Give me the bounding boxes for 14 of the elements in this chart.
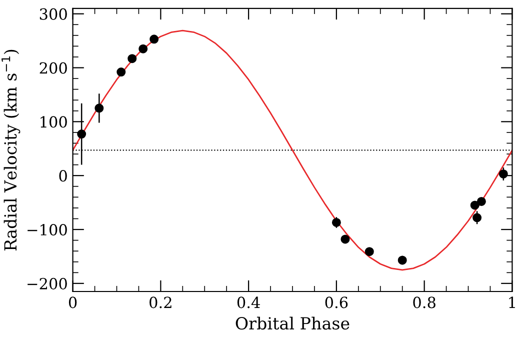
y-tick-label: 300 <box>40 8 67 20</box>
y-tick-label: −100 <box>28 224 67 236</box>
x-tick-label: 0.4 <box>237 296 260 308</box>
y-tick-label: 200 <box>40 62 67 74</box>
x-tick-label: 0.2 <box>150 296 172 308</box>
x-tick-label: 0.6 <box>325 296 348 308</box>
x-tick-label: 0.8 <box>413 296 436 308</box>
y-tick-label: −200 <box>28 278 67 290</box>
x-tick-label: 1 <box>509 296 515 308</box>
x-tick-label: 0 <box>68 296 77 308</box>
y-tick-label: 0 <box>59 170 67 182</box>
y-axis-title: Radial Velocity (km s$^{−1}$) <box>2 50 20 251</box>
y-tick-label: 100 <box>40 116 67 128</box>
x-axis-title: Orbital Phase <box>236 316 350 330</box>
